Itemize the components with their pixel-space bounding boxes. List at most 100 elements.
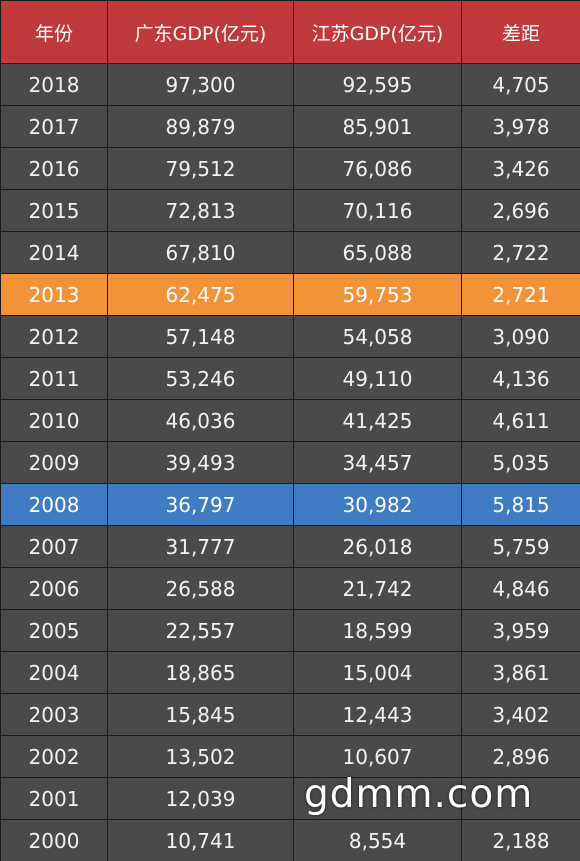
- cell-jiangsu-gdp: 10,607: [293, 735, 462, 778]
- table-row: 2000 10,741 8,554 2,188: [0, 819, 580, 861]
- cell-guangdong-gdp: 18,865: [107, 651, 294, 694]
- table-row: 2011 53,246 49,110 4,136: [0, 357, 580, 400]
- cell-year: 2012: [0, 315, 108, 358]
- table-body: 2018 97,300 92,595 4,705 2017 89,879 85,901 3,9…: [0, 63, 580, 861]
- header-jiangsu-gdp: 江苏GDP(亿元): [293, 0, 462, 64]
- cell-gap: 5,759: [461, 525, 580, 568]
- cell-gap: 2,722: [461, 231, 580, 274]
- cell-jiangsu-gdp: 65,088: [293, 231, 462, 274]
- cell-guangdong-gdp: 15,845: [107, 693, 294, 736]
- header-guangdong-gdp: 广东GDP(亿元): [107, 0, 294, 64]
- table-row: 2003 15,845 12,443 3,402: [0, 693, 580, 736]
- cell-jiangsu-gdp: 85,901: [293, 105, 462, 148]
- cell-jiangsu-gdp: 59,753: [293, 273, 462, 316]
- table-row: 2001 12,039: [0, 777, 580, 820]
- header-gap: 差距: [461, 0, 580, 64]
- header-year: 年份: [0, 0, 108, 64]
- cell-year: 2001: [0, 777, 108, 820]
- cell-jiangsu-gdp: 76,086: [293, 147, 462, 190]
- cell-guangdong-gdp: 62,475: [107, 273, 294, 316]
- table-row: 2007 31,777 26,018 5,759: [0, 525, 580, 568]
- cell-year: 2018: [0, 63, 108, 106]
- cell-jiangsu-gdp: 34,457: [293, 441, 462, 484]
- cell-year: 2007: [0, 525, 108, 568]
- cell-gap: 2,696: [461, 189, 580, 232]
- table-row: 2002 13,502 10,607 2,896: [0, 735, 580, 778]
- cell-gap: 3,978: [461, 105, 580, 148]
- table-row: 2014 67,810 65,088 2,722: [0, 231, 580, 274]
- cell-jiangsu-gdp: 12,443: [293, 693, 462, 736]
- cell-jiangsu-gdp: 54,058: [293, 315, 462, 358]
- cell-jiangsu-gdp: 49,110: [293, 357, 462, 400]
- cell-gap: 5,815: [461, 483, 580, 526]
- cell-jiangsu-gdp: [293, 777, 462, 820]
- cell-guangdong-gdp: 12,039: [107, 777, 294, 820]
- cell-gap: 2,721: [461, 273, 580, 316]
- cell-gap: 2,188: [461, 819, 580, 861]
- cell-gap: 3,402: [461, 693, 580, 736]
- cell-year: 2014: [0, 231, 108, 274]
- cell-year: 2004: [0, 651, 108, 694]
- table-row: 2009 39,493 34,457 5,035: [0, 441, 580, 484]
- table-row: 2010 46,036 41,425 4,611: [0, 399, 580, 442]
- table-row: 2005 22,557 18,599 3,959: [0, 609, 580, 652]
- cell-jiangsu-gdp: 41,425: [293, 399, 462, 442]
- table-row: 2016 79,512 76,086 3,426: [0, 147, 580, 190]
- cell-year: 2009: [0, 441, 108, 484]
- cell-guangdong-gdp: 31,777: [107, 525, 294, 568]
- cell-guangdong-gdp: 13,502: [107, 735, 294, 778]
- cell-guangdong-gdp: 10,741: [107, 819, 294, 861]
- cell-year: 2006: [0, 567, 108, 610]
- cell-year: 2016: [0, 147, 108, 190]
- cell-year: 2013: [0, 273, 108, 316]
- cell-gap: 4,611: [461, 399, 580, 442]
- cell-gap: 3,861: [461, 651, 580, 694]
- table-row: 2006 26,588 21,742 4,846: [0, 567, 580, 610]
- cell-jiangsu-gdp: 26,018: [293, 525, 462, 568]
- cell-gap: 3,959: [461, 609, 580, 652]
- cell-guangdong-gdp: 36,797: [107, 483, 294, 526]
- cell-gap: 4,846: [461, 567, 580, 610]
- cell-guangdong-gdp: 39,493: [107, 441, 294, 484]
- cell-gap: 5,035: [461, 441, 580, 484]
- cell-year: 2015: [0, 189, 108, 232]
- cell-jiangsu-gdp: 15,004: [293, 651, 462, 694]
- table-row: 2013 62,475 59,753 2,721: [0, 273, 580, 316]
- cell-year: 2010: [0, 399, 108, 442]
- table-header-row: 年份 广东GDP(亿元) 江苏GDP(亿元) 差距: [0, 0, 580, 64]
- cell-guangdong-gdp: 22,557: [107, 609, 294, 652]
- cell-guangdong-gdp: 89,879: [107, 105, 294, 148]
- table-row: 2018 97,300 92,595 4,705: [0, 63, 580, 106]
- table-row: 2008 36,797 30,982 5,815: [0, 483, 580, 526]
- cell-year: 2003: [0, 693, 108, 736]
- table-row: 2004 18,865 15,004 3,861: [0, 651, 580, 694]
- cell-jiangsu-gdp: 18,599: [293, 609, 462, 652]
- cell-gap: 4,705: [461, 63, 580, 106]
- cell-jiangsu-gdp: 8,554: [293, 819, 462, 861]
- cell-jiangsu-gdp: 92,595: [293, 63, 462, 106]
- cell-gap: 4,136: [461, 357, 580, 400]
- cell-year: 2005: [0, 609, 108, 652]
- cell-year: 2017: [0, 105, 108, 148]
- cell-guangdong-gdp: 53,246: [107, 357, 294, 400]
- cell-gap: 3,090: [461, 315, 580, 358]
- cell-guangdong-gdp: 57,148: [107, 315, 294, 358]
- cell-jiangsu-gdp: 70,116: [293, 189, 462, 232]
- cell-jiangsu-gdp: 21,742: [293, 567, 462, 610]
- cell-gap: [461, 777, 580, 820]
- cell-guangdong-gdp: 79,512: [107, 147, 294, 190]
- cell-guangdong-gdp: 72,813: [107, 189, 294, 232]
- cell-guangdong-gdp: 46,036: [107, 399, 294, 442]
- table-row: 2017 89,879 85,901 3,978: [0, 105, 580, 148]
- table-row: 2015 72,813 70,116 2,696: [0, 189, 580, 232]
- cell-year: 2011: [0, 357, 108, 400]
- cell-guangdong-gdp: 97,300: [107, 63, 294, 106]
- cell-year: 2002: [0, 735, 108, 778]
- cell-year: 2008: [0, 483, 108, 526]
- cell-guangdong-gdp: 67,810: [107, 231, 294, 274]
- cell-guangdong-gdp: 26,588: [107, 567, 294, 610]
- cell-jiangsu-gdp: 30,982: [293, 483, 462, 526]
- cell-gap: 3,426: [461, 147, 580, 190]
- table-row: 2012 57,148 54,058 3,090: [0, 315, 580, 358]
